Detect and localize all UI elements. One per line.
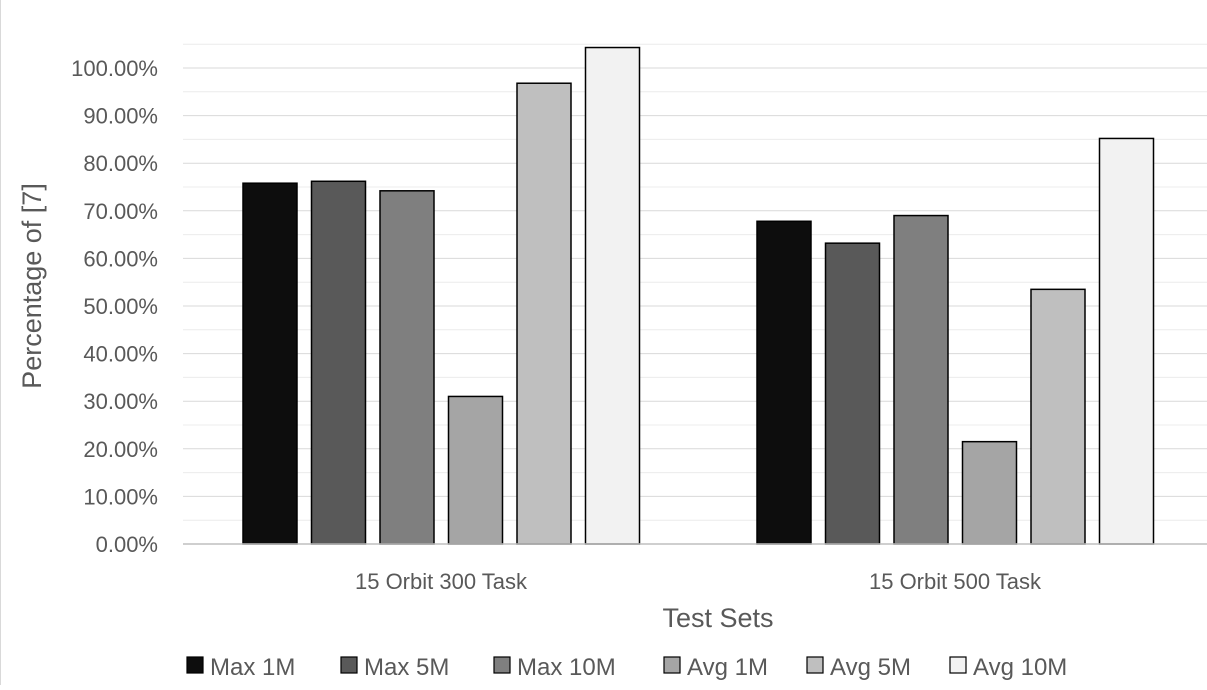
x-axis: 15 Orbit 300 Task 15 Orbit 500 Task (355, 569, 1042, 594)
legend-item-max-10m: Max 10M (493, 654, 616, 681)
x-tick-label: 15 Orbit 500 Task (869, 569, 1042, 594)
legend-label: Avg 1M (687, 654, 768, 681)
x-tick-label: 15 Orbit 300 Task (355, 569, 528, 594)
y-tick-label: 80.00% (83, 151, 158, 176)
bar-avg-10m-1 (584, 46, 641, 545)
chart-frame-border (0, 0, 1, 685)
bar-avg-10m-2 (1098, 137, 1155, 545)
legend-label: Max 1M (210, 654, 295, 681)
bar-avg-5m-1 (516, 82, 572, 545)
legend-item-avg-1m: Avg 1M (663, 654, 768, 681)
bar-max-1m-2 (756, 220, 812, 545)
bar-avg-5m-2 (1030, 288, 1086, 545)
y-tick-label: 0.00% (96, 532, 158, 557)
legend-label: Avg 10M (973, 654, 1067, 681)
x-axis-title: Test Sets (662, 603, 773, 633)
y-axis: 0.00% 10.00% 20.00% 30.00% 40.00% 50.00% 60.00… (71, 56, 158, 557)
y-tick-label: 60.00% (83, 246, 158, 271)
y-tick-label: 20.00% (83, 437, 158, 462)
bars (242, 46, 1155, 545)
legend-item-max-1m: Max 1M (186, 654, 295, 681)
y-tick-label: 10.00% (83, 484, 158, 509)
legend-label: Avg 5M (830, 654, 911, 681)
bar-max-1m-1 (242, 182, 298, 545)
legend-swatch (663, 656, 681, 674)
y-tick-label: 30.00% (83, 389, 158, 414)
bar-max-10m-2 (893, 214, 949, 545)
y-tick-label: 100.00% (71, 56, 158, 81)
legend-item-avg-10m: Avg 10M (949, 654, 1067, 681)
y-tick-label: 70.00% (83, 199, 158, 224)
legend-item-avg-5m: Avg 5M (806, 654, 911, 681)
legend-label: Max 10M (517, 654, 616, 681)
y-axis-title: Percentage of [7] (17, 183, 47, 389)
legend-swatch (340, 656, 358, 674)
bar-max-5m-1 (310, 180, 367, 545)
legend-swatch (949, 656, 967, 674)
bar-max-10m-1 (379, 190, 435, 545)
legend-item-max-5m: Max 5M (340, 654, 449, 681)
legend-label: Max 5M (364, 654, 449, 681)
legend-swatch (493, 656, 511, 674)
bar-avg-1m-2 (961, 440, 1018, 545)
y-tick-label: 40.00% (83, 342, 158, 367)
legend: Max 1M Max 5M Max 10M Avg 1M Avg 5M Avg 10M (186, 654, 1067, 681)
legend-swatch (186, 656, 204, 674)
y-tick-label: 90.00% (83, 104, 158, 129)
y-tick-label: 50.00% (83, 294, 158, 319)
bar-max-5m-2 (824, 242, 881, 545)
bar-avg-1m-1 (447, 395, 504, 545)
legend-swatch (806, 656, 824, 674)
